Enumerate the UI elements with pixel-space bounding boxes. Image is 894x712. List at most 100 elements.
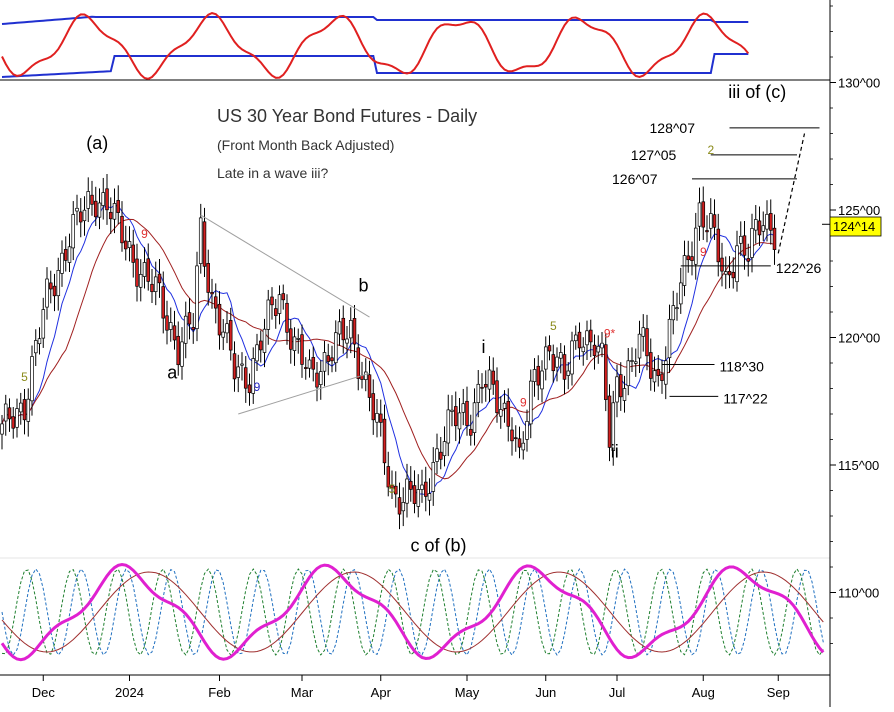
candle-body: [461, 403, 466, 413]
candle-body: [431, 462, 436, 492]
candle-body: [499, 409, 503, 417]
candle-body: [352, 318, 357, 345]
candlesticks: [0, 174, 777, 530]
price-axis-tick-label: 110^00: [838, 586, 879, 601]
candle-body: [112, 203, 117, 220]
candle-body: [660, 373, 664, 381]
candle-body: [176, 335, 180, 366]
candle-body: [3, 403, 8, 422]
candle-body: [506, 400, 511, 427]
candle-body: [622, 388, 627, 401]
candle-body: [480, 386, 484, 389]
candle-body: [371, 393, 376, 421]
candle-body: [596, 345, 601, 353]
candle-body: [540, 370, 544, 390]
candle-body: [63, 249, 68, 261]
candle-body: [611, 402, 616, 451]
candle-body: [716, 228, 721, 263]
candle-body: [600, 342, 604, 349]
candle-body: [382, 418, 387, 464]
candle-body: [90, 194, 94, 205]
candle-body: [532, 369, 537, 382]
candle-body: [307, 359, 312, 369]
cycle-line-c: [1, 571, 824, 653]
annotations: 128^07 127^05 126^07 122^26 118^30 117^22 (a) a…: [21, 82, 830, 556]
top-oscillator-line: [1, 12, 750, 80]
chart-title: US 30 Year Bond Futures - Daily: [217, 106, 477, 126]
candle-body: [210, 292, 214, 295]
candle-body: [412, 485, 417, 504]
candle-body: [442, 441, 447, 457]
candle-body: [405, 478, 409, 504]
candle-body: [401, 502, 406, 512]
chart-note: Late in a wave iii?: [217, 165, 329, 181]
time-axis-label: Aug: [692, 685, 715, 700]
candle-body: [236, 366, 240, 378]
candle-body: [739, 235, 743, 244]
chart-subtitle: (Front Month Back Adjusted): [217, 137, 394, 153]
count-label: 5: [389, 482, 396, 496]
candle-body: [416, 489, 421, 507]
candle-body: [566, 370, 571, 376]
candle-body: [22, 399, 27, 421]
time-axis-label: Sep: [767, 685, 790, 700]
candle-body: [0, 423, 4, 435]
price-level-label: 117^22: [723, 390, 768, 406]
candle-body: [123, 240, 128, 250]
axes: 110^00 115^00 120^00 125^00 130^00 Dec 2024 Feb…: [0, 0, 880, 707]
candle-body: [619, 374, 623, 398]
candle-body: [206, 263, 210, 293]
wave-label: b: [358, 276, 368, 296]
triangle-trendline: [200, 214, 370, 318]
candle-body: [724, 271, 728, 275]
top-channel-upper-line: [1, 15, 749, 25]
candle-body: [649, 352, 653, 379]
candle-body: [75, 207, 79, 212]
candle-body: [727, 270, 732, 276]
candle-body: [487, 369, 492, 390]
wave-label: i: [482, 337, 486, 357]
candle-body: [671, 305, 676, 321]
candle-body: [694, 227, 698, 265]
candle-body: [454, 406, 458, 427]
time-axis-label: Jul: [609, 685, 626, 700]
candle-body: [390, 484, 394, 489]
candle-body: [49, 282, 53, 290]
candle-body: [225, 323, 229, 334]
candle-body: [589, 329, 593, 343]
candle-body: [300, 334, 304, 365]
candle-body: [397, 497, 402, 515]
candle-body: [172, 325, 177, 341]
candle-body: [551, 354, 556, 372]
candle-body: [772, 227, 777, 250]
candle-body: [198, 217, 203, 264]
candle-body: [251, 358, 255, 394]
time-axis-label: 2024: [115, 685, 144, 700]
candle-body: [270, 296, 274, 306]
candle-body: [304, 367, 308, 369]
candle-body: [607, 395, 612, 448]
candle-body: [735, 245, 739, 283]
price-axis-tick-label: 130^00: [838, 76, 880, 91]
candle-body: [138, 274, 143, 288]
count-label: 9*: [604, 327, 616, 341]
candle-body: [311, 357, 316, 370]
candle-body: [705, 230, 709, 233]
slow-moving-average-line: [1, 218, 775, 480]
candle-body: [240, 363, 244, 366]
candle-body: [491, 370, 496, 385]
candle-body: [457, 412, 462, 430]
candle-body: [529, 380, 533, 425]
candle-body: [289, 328, 293, 350]
candle-body: [105, 188, 109, 211]
candle-body: [168, 322, 173, 330]
candle-body: [450, 409, 454, 412]
last-price-badge: [829, 216, 882, 237]
candle-body: [345, 338, 349, 344]
candle-body: [667, 318, 672, 359]
candle-body: [180, 341, 184, 367]
candle-body: [326, 355, 331, 362]
time-axis-label: Dec: [32, 685, 56, 700]
price-axis-tick-label: 125^00: [838, 203, 880, 218]
